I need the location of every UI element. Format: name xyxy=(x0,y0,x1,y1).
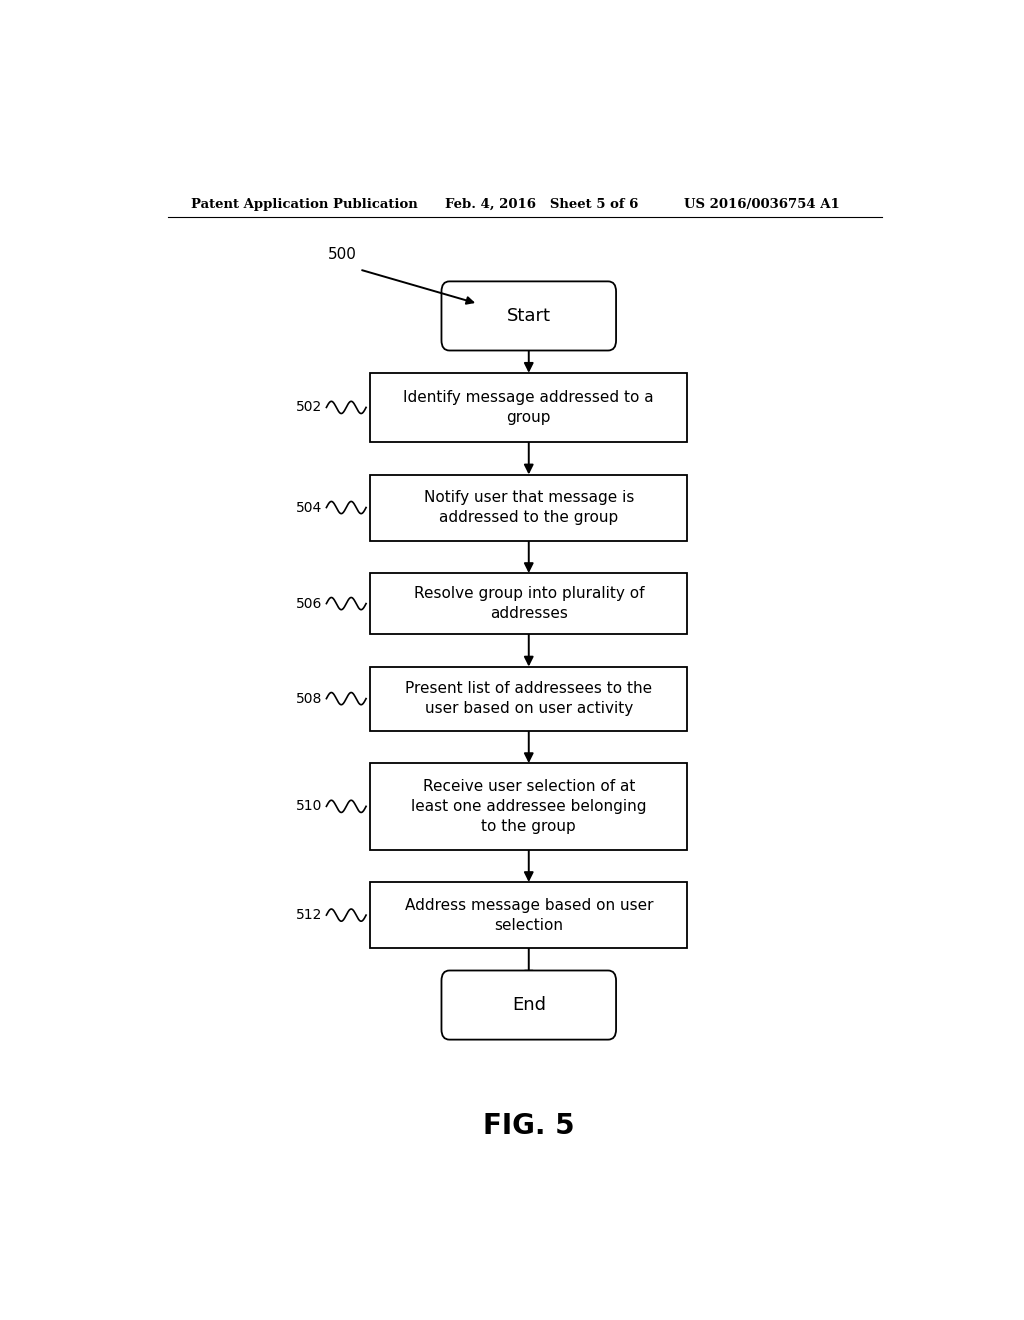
Text: 506: 506 xyxy=(296,597,323,611)
Bar xyxy=(370,372,687,442)
Text: Patent Application Publication: Patent Application Publication xyxy=(191,198,418,211)
Text: Resolve group into plurality of
addresses: Resolve group into plurality of addresse… xyxy=(414,586,644,620)
Text: 504: 504 xyxy=(296,500,323,515)
Bar xyxy=(370,474,687,541)
Text: Notify user that message is
addressed to the group: Notify user that message is addressed to… xyxy=(424,490,634,525)
Text: 500: 500 xyxy=(328,247,356,263)
Bar xyxy=(370,667,687,731)
Text: 502: 502 xyxy=(296,400,323,414)
Bar xyxy=(370,882,687,948)
Text: 512: 512 xyxy=(296,908,323,923)
Text: Start: Start xyxy=(507,308,551,325)
Text: FIG. 5: FIG. 5 xyxy=(483,1111,574,1140)
FancyBboxPatch shape xyxy=(441,970,616,1040)
Bar xyxy=(370,763,687,850)
Bar xyxy=(370,573,687,634)
Text: 508: 508 xyxy=(296,692,323,706)
Text: Identify message addressed to a
group: Identify message addressed to a group xyxy=(403,389,654,425)
FancyBboxPatch shape xyxy=(441,281,616,351)
Text: US 2016/0036754 A1: US 2016/0036754 A1 xyxy=(684,198,840,211)
Text: Receive user selection of at
least one addressee belonging
to the group: Receive user selection of at least one a… xyxy=(411,779,646,834)
Text: 510: 510 xyxy=(296,800,323,813)
Text: Present list of addressees to the
user based on user activity: Present list of addressees to the user b… xyxy=(406,681,652,715)
Text: Feb. 4, 2016   Sheet 5 of 6: Feb. 4, 2016 Sheet 5 of 6 xyxy=(445,198,639,211)
Text: End: End xyxy=(512,997,546,1014)
Text: Address message based on user
selection: Address message based on user selection xyxy=(404,898,653,932)
